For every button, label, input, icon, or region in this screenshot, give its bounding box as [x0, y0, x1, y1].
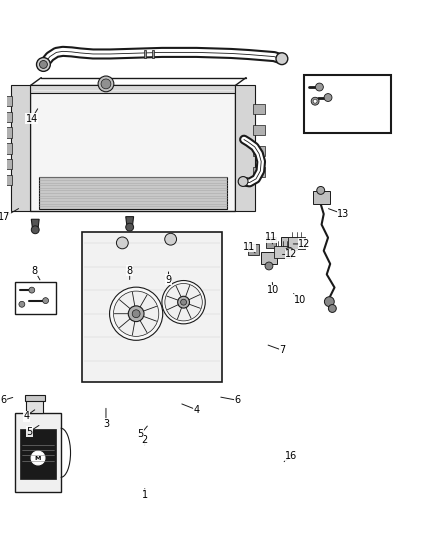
- Bar: [26, 400, 43, 414]
- Text: 1: 1: [142, 490, 148, 500]
- Bar: [82, 232, 223, 382]
- Bar: [0, 96, 11, 107]
- Bar: [248, 245, 258, 255]
- Bar: [261, 252, 277, 264]
- Bar: [0, 112, 11, 122]
- Bar: [253, 125, 265, 135]
- Circle shape: [128, 306, 144, 321]
- Circle shape: [238, 176, 248, 187]
- Text: 16: 16: [285, 451, 297, 462]
- Bar: [25, 395, 45, 401]
- Circle shape: [110, 287, 163, 340]
- Text: 17: 17: [0, 212, 11, 222]
- Bar: [235, 85, 255, 212]
- Text: 14: 14: [26, 114, 38, 124]
- Bar: [265, 237, 276, 248]
- Text: 5: 5: [26, 427, 32, 437]
- Polygon shape: [31, 219, 39, 227]
- Text: 2: 2: [141, 435, 148, 445]
- Text: 4: 4: [194, 405, 200, 415]
- Text: 3: 3: [103, 419, 109, 429]
- Circle shape: [42, 297, 49, 304]
- Bar: [0, 143, 11, 154]
- Bar: [15, 414, 61, 492]
- Bar: [11, 85, 31, 212]
- Bar: [15, 282, 57, 314]
- Bar: [253, 167, 265, 177]
- Circle shape: [276, 53, 288, 64]
- Text: 5: 5: [138, 430, 144, 439]
- Circle shape: [311, 97, 319, 105]
- Circle shape: [317, 187, 325, 195]
- Circle shape: [132, 310, 140, 318]
- Bar: [39, 177, 227, 209]
- Bar: [144, 50, 146, 58]
- Text: 13: 13: [337, 209, 349, 219]
- Text: 8: 8: [127, 265, 133, 276]
- Circle shape: [162, 280, 205, 324]
- Bar: [253, 104, 265, 114]
- Text: 7: 7: [279, 345, 286, 356]
- Circle shape: [328, 304, 336, 312]
- Circle shape: [39, 61, 47, 68]
- Circle shape: [98, 76, 114, 92]
- Circle shape: [165, 284, 202, 321]
- Bar: [0, 127, 11, 138]
- Bar: [31, 85, 235, 93]
- Circle shape: [101, 79, 111, 89]
- Bar: [0, 159, 11, 169]
- Circle shape: [285, 247, 293, 255]
- Circle shape: [36, 58, 50, 71]
- Circle shape: [180, 299, 187, 305]
- Text: 12: 12: [285, 249, 297, 260]
- Bar: [304, 75, 391, 133]
- Text: 6: 6: [0, 395, 7, 405]
- Circle shape: [126, 223, 134, 231]
- Circle shape: [29, 287, 35, 293]
- Bar: [282, 237, 297, 249]
- Bar: [152, 50, 154, 58]
- Circle shape: [315, 83, 323, 91]
- Bar: [313, 191, 330, 204]
- Polygon shape: [126, 216, 134, 224]
- Bar: [0, 175, 11, 185]
- Text: 11: 11: [265, 232, 277, 242]
- Bar: [274, 246, 291, 258]
- Text: 8: 8: [32, 265, 38, 276]
- Circle shape: [325, 297, 334, 306]
- Circle shape: [113, 291, 159, 336]
- Bar: [288, 237, 305, 249]
- Text: 10: 10: [294, 295, 306, 304]
- Circle shape: [265, 262, 273, 270]
- Text: 10: 10: [267, 285, 279, 295]
- Circle shape: [19, 301, 25, 307]
- Circle shape: [313, 99, 317, 103]
- Text: 11: 11: [244, 241, 256, 252]
- Text: 9: 9: [166, 274, 172, 285]
- Text: 12: 12: [298, 239, 311, 249]
- Circle shape: [178, 296, 190, 308]
- Circle shape: [165, 233, 177, 245]
- Text: M: M: [35, 456, 41, 461]
- Polygon shape: [31, 85, 235, 212]
- Circle shape: [31, 226, 39, 233]
- Text: 6: 6: [234, 395, 240, 405]
- Bar: [253, 146, 265, 156]
- Circle shape: [117, 237, 128, 249]
- Circle shape: [324, 94, 332, 101]
- Bar: [20, 429, 57, 479]
- Text: 4: 4: [23, 411, 29, 421]
- Circle shape: [31, 451, 45, 465]
